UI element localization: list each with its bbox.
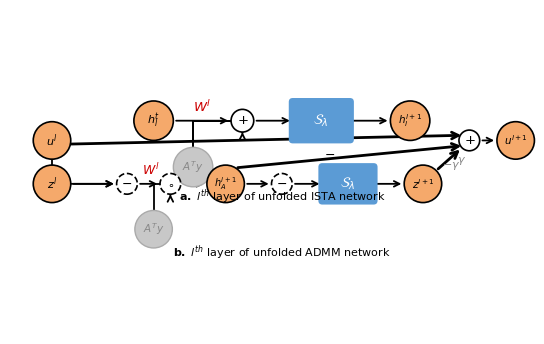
Text: $A^T y$: $A^T y$ [143,221,164,237]
Circle shape [174,147,213,187]
Circle shape [116,173,137,194]
Text: $W^l$: $W^l$ [143,162,160,179]
Text: $h^t_l$: $h^t_l$ [147,111,160,130]
Circle shape [207,165,244,203]
Circle shape [497,122,534,159]
Text: $u^{l+1}$: $u^{l+1}$ [504,133,528,147]
Text: $\mathbf{a.}$ $l^{th}$ layer of unfolded ISTA network: $\mathbf{a.}$ $l^{th}$ layer of unfolded… [178,187,385,206]
Text: $h^{l+1}_A$: $h^{l+1}_A$ [214,175,237,192]
Text: $\gamma$: $\gamma$ [457,155,466,166]
Circle shape [231,109,254,132]
Circle shape [33,165,71,203]
Text: $A^T y$: $A^T y$ [182,159,204,175]
Text: $-$: $-$ [276,178,287,190]
Circle shape [134,101,174,140]
Circle shape [271,173,292,194]
FancyBboxPatch shape [289,98,354,143]
Text: $\mathcal{S}_\lambda$: $\mathcal{S}_\lambda$ [313,112,329,129]
Circle shape [135,211,172,248]
Circle shape [404,165,442,203]
Text: $+$: $+$ [237,114,248,127]
Text: $-$: $-$ [121,178,133,190]
Circle shape [391,101,430,140]
Circle shape [459,130,480,151]
Text: $-$: $-$ [324,148,335,161]
Text: $z^{l+1}$: $z^{l+1}$ [411,177,435,191]
Text: $-\gamma$: $-\gamma$ [442,160,460,172]
Circle shape [33,122,71,159]
Text: $\circ$: $\circ$ [167,179,174,189]
Text: $+$: $+$ [463,134,475,147]
Text: $h^{l+1}_l$: $h^{l+1}_l$ [398,112,422,129]
Text: $\mathcal{S}_\lambda$: $\mathcal{S}_\lambda$ [340,176,356,192]
Circle shape [160,173,181,194]
FancyBboxPatch shape [318,163,378,205]
Text: $u^l$: $u^l$ [46,132,58,149]
Text: $W^l$: $W^l$ [193,99,212,115]
Text: $\mathbf{b.}$ $l^{th}$ layer of unfolded ADMM network: $\mathbf{b.}$ $l^{th}$ layer of unfolded… [173,244,391,262]
Text: $z^l$: $z^l$ [47,175,57,192]
